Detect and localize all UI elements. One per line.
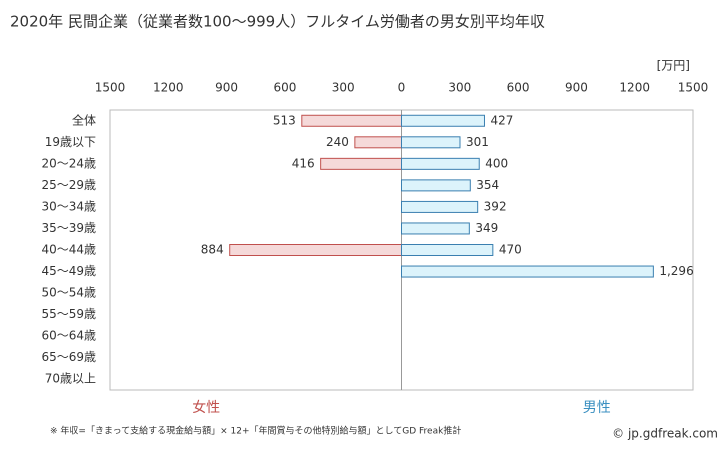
footnote: ※ 年収=「きまって支給する現金給与額」× 12+「年間賞与その他特別給与額」と…	[50, 425, 461, 437]
category-label: 19歳以下	[45, 135, 96, 149]
x-tick-label: 1500	[95, 81, 126, 95]
bar	[354, 136, 402, 149]
bar	[401, 157, 480, 170]
bar	[229, 244, 402, 256]
category-label: 55～59歳	[41, 307, 96, 321]
x-tick-label: 300	[448, 81, 471, 95]
value-label: 513	[273, 113, 296, 127]
category-label: 25～29歳	[41, 178, 96, 192]
value-label: 240	[326, 135, 349, 149]
value-label: 392	[484, 199, 507, 213]
legend-label: 男性	[583, 400, 611, 416]
x-tick-label: 900	[565, 81, 588, 95]
bar	[401, 200, 479, 213]
x-tick-label: 1200	[153, 81, 184, 95]
value-label: 301	[466, 135, 489, 149]
bar	[401, 244, 494, 256]
value-label: 349	[475, 221, 498, 235]
x-tick-label: 300	[332, 81, 355, 95]
bar	[401, 222, 470, 235]
x-tick-label: 1200	[619, 81, 650, 95]
category-label: 35～39歳	[41, 221, 96, 235]
value-label: 1,296	[659, 264, 693, 278]
bar	[401, 136, 461, 149]
bar	[401, 114, 485, 127]
bar	[401, 179, 471, 192]
bar	[320, 157, 402, 170]
credit: © jp.gdfreak.com	[612, 427, 718, 441]
chart-title: 2020年 民間企業（従業者数100～999人）フルタイム労働者の男女別平均年収	[10, 13, 545, 31]
value-label: 884	[201, 243, 224, 257]
category-label: 65～69歳	[41, 350, 96, 364]
category-label: 60～64歳	[41, 329, 96, 343]
category-label: 20～24歳	[41, 156, 96, 170]
x-tick-label: 600	[507, 81, 530, 95]
x-tick-label: 0	[398, 81, 406, 95]
value-label: 400	[485, 156, 508, 170]
category-label: 全体	[72, 112, 96, 127]
x-tick-label: 1500	[678, 81, 709, 95]
category-label: 45～49歳	[41, 264, 96, 278]
x-tick-label: 600	[273, 81, 296, 95]
legend-label: 女性	[192, 399, 220, 416]
value-label: 354	[476, 178, 499, 192]
category-label: 30～34歳	[41, 199, 96, 213]
value-label: 470	[499, 243, 522, 257]
category-label: 40～44歳	[41, 243, 96, 257]
bar	[301, 114, 403, 127]
category-label: 50～54歳	[41, 286, 96, 300]
value-label: 427	[490, 113, 513, 127]
category-label: 70歳以上	[45, 372, 96, 386]
x-tick-label: 900	[215, 81, 238, 95]
unit-label: [万円]	[657, 59, 690, 73]
bar	[401, 265, 654, 278]
value-label: 416	[292, 156, 315, 170]
